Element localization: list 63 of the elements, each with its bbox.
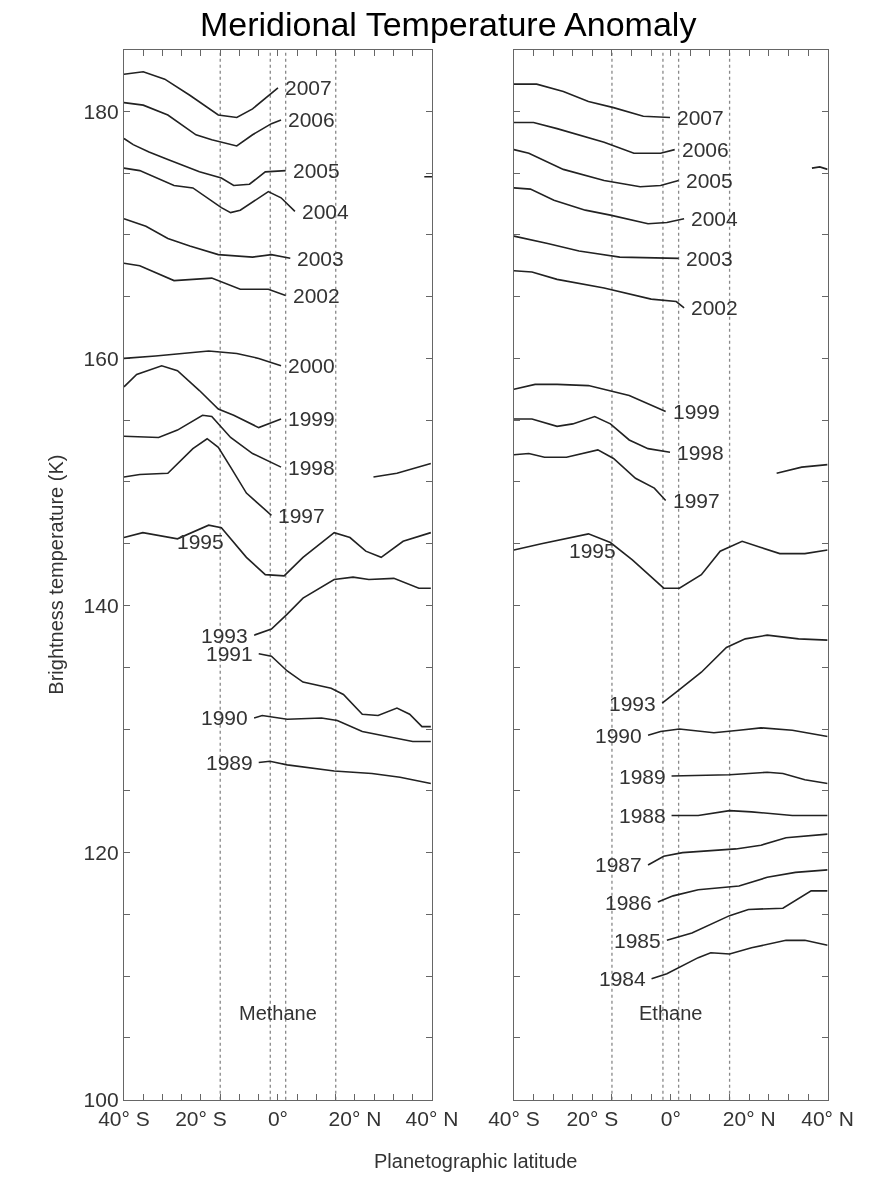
series-label: 2007 [285,76,332,99]
line-series [257,760,432,785]
series-label: 1998 [288,456,335,479]
series-label: 1998 [677,441,724,464]
annotation: Ethane [639,1002,703,1024]
series-label: 1990 [201,706,248,729]
series-label: 2005 [686,169,733,192]
series-label: 2002 [691,296,738,319]
series-label: 1988 [619,804,666,827]
line-series [123,365,282,429]
series-label: 1990 [595,724,642,747]
x-tick-label: 20° N [722,1107,776,1131]
chart-title: Meridional Temperature Anomaly [200,5,697,43]
line-series [257,652,432,728]
line-series [253,714,432,743]
line-series [123,70,279,119]
line-series [123,350,282,367]
series-label: 2005 [293,159,340,182]
series-label: 1999 [673,400,720,423]
x-tick-label: 0° [660,1107,681,1131]
x-tick-label: 20° S [175,1107,227,1131]
x-tick-label: 20° S [566,1107,619,1131]
series-label: 2000 [288,354,335,377]
series-label: 1995 [177,530,224,553]
series-label: 1995 [569,539,616,562]
line-series [123,262,287,297]
series-label: 2002 [293,284,340,307]
series-label: 1986 [605,891,652,914]
series-label: 1987 [595,853,642,876]
x-tick-label: 40° S [488,1107,540,1131]
series-label: 1993 [609,692,656,715]
line-series [123,524,432,577]
line-series [123,101,282,147]
y-tick-label: 180 [83,99,119,123]
line-series [123,218,292,260]
series-label: 1989 [206,751,253,774]
y-tick-label: 120 [83,840,119,864]
series-label: 1984 [599,967,647,990]
series-label: 2004 [691,207,739,230]
series-label: 1999 [288,407,335,430]
series-label: 2007 [677,106,724,129]
series-label: 1989 [619,765,666,788]
line-series [123,437,273,517]
y-tick-label: 160 [83,346,119,370]
line-series [253,576,432,636]
x-tick-label: 40° N [405,1107,459,1131]
series-label: 1997 [673,489,720,512]
x-tick-label: 0° [267,1107,289,1131]
series-label: 2006 [288,108,335,131]
line-series [123,137,287,187]
series-label: 2003 [686,247,733,270]
series-label: 2003 [297,247,344,270]
series-label: 2004 [302,200,350,223]
annotation: Methane [239,1002,317,1024]
line-series [123,167,296,214]
series-label: 1997 [278,504,325,527]
y-axis-title: Brightness temperature (K) [45,454,68,695]
y-tick-label: 140 [83,593,119,617]
x-tick-label: 20° N [328,1107,382,1131]
x-axis-title: Planetographic latitude [374,1150,578,1172]
series-label: 2006 [682,138,729,161]
series-label: 1985 [614,929,661,952]
x-tick-label: 40° N [801,1107,854,1131]
